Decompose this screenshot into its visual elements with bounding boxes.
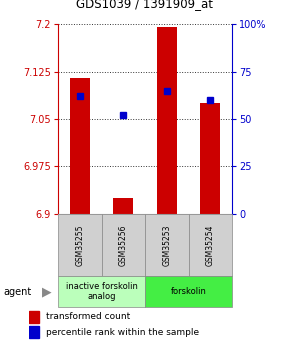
Text: ▶: ▶ (41, 285, 51, 298)
Text: GSM35254: GSM35254 (206, 224, 215, 266)
Text: GSM35253: GSM35253 (162, 224, 171, 266)
Text: transformed count: transformed count (46, 312, 130, 321)
Bar (188, 214, 232, 276)
Bar (200, 103, 220, 214)
Bar (70, 78, 90, 214)
Bar (157, 27, 177, 214)
Bar (145, 214, 188, 276)
Text: agent: agent (3, 287, 31, 296)
Bar (58, 214, 102, 276)
Bar (29, 326, 39, 338)
Bar (102, 214, 145, 276)
Text: percentile rank within the sample: percentile rank within the sample (46, 328, 199, 337)
Text: GSM35255: GSM35255 (75, 224, 84, 266)
Text: GSM35256: GSM35256 (119, 224, 128, 266)
Bar (29, 310, 39, 323)
Bar (113, 198, 133, 214)
Text: inactive forskolin
analog: inactive forskolin analog (66, 282, 137, 301)
Bar (58, 276, 145, 307)
Text: forskolin: forskolin (171, 287, 206, 296)
Bar (145, 276, 232, 307)
Text: GDS1039 / 1391909_at: GDS1039 / 1391909_at (77, 0, 213, 10)
